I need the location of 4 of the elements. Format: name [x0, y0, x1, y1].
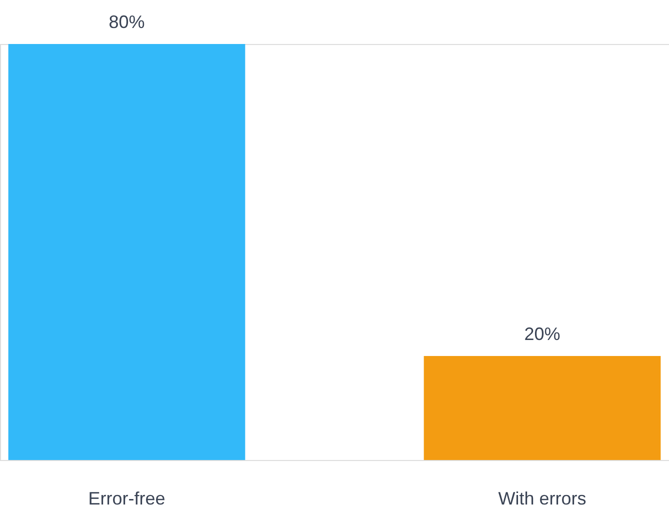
- x-tick-label: With errors: [498, 488, 586, 508]
- data-label: 80%: [108, 12, 145, 32]
- data-label: 20%: [524, 324, 560, 344]
- x-tick-label: Error-free: [88, 488, 166, 508]
